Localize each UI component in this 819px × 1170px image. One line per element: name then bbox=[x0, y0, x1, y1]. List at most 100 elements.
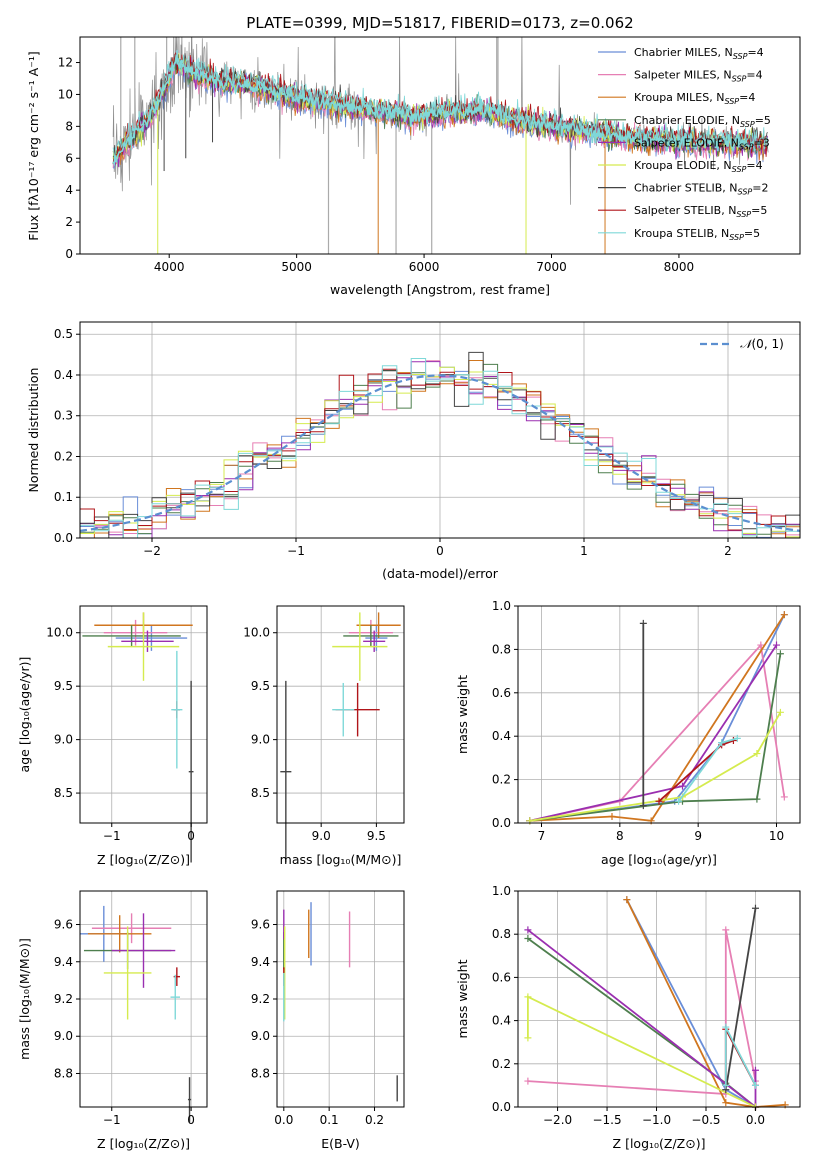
weight-vs-age-ytick-label: 0.2 bbox=[492, 773, 511, 787]
mass-weight-marker bbox=[718, 739, 726, 747]
legend-label-tail: =5 bbox=[751, 204, 767, 217]
weight-vs-age-xtick-label: 10 bbox=[769, 829, 784, 843]
legend-label-sub: SSP bbox=[724, 97, 739, 106]
legend-label-sub: SSP bbox=[739, 142, 754, 151]
legend-label: Kroupa MILES, NSSP=4 bbox=[634, 91, 755, 106]
legend-label-sub: SSP bbox=[733, 52, 748, 61]
legend-label-main: Chabrier MILES, N bbox=[634, 46, 733, 59]
age-vs-z-ytick-label: 10.0 bbox=[46, 626, 73, 640]
spectrum-xtick-label: 4000 bbox=[154, 260, 185, 274]
mass-vs-z-ytick-label: 9.6 bbox=[54, 918, 73, 932]
spectrum-ytick-label: 2 bbox=[65, 215, 73, 229]
weight-vs-z-ytick-label: 1.0 bbox=[492, 884, 511, 898]
weight-vs-z-ytick-label: 0.2 bbox=[492, 1057, 511, 1071]
weight-vs-z-ytick-label: 0.4 bbox=[492, 1014, 511, 1028]
legend-label-tail: =5 bbox=[744, 227, 760, 240]
weight-vs-z-ytick-label: 0.0 bbox=[492, 1100, 511, 1114]
age-vs-mass-xlabel: mass [log₁₀(M/M⊙)] bbox=[280, 852, 402, 867]
weight-vs-age-xtick-label: 8 bbox=[616, 829, 624, 843]
mass-vs-ebv-xtick-label: 0.1 bbox=[320, 1113, 339, 1127]
weight-vs-age-xlabel: age [log₁₀(age/yr)] bbox=[601, 852, 717, 867]
spectrum-lines bbox=[112, 37, 769, 254]
residuals-xtick-label: 0 bbox=[436, 544, 444, 558]
mass-weight-line bbox=[529, 653, 782, 822]
legend-label-sub: SSP bbox=[729, 233, 744, 242]
mass-weight-marker bbox=[524, 1077, 532, 1085]
weight-vs-age-ytick-label: 0.4 bbox=[492, 729, 511, 743]
mass-vs-ebv-ytick-label: 9.0 bbox=[251, 1029, 270, 1043]
age-vs-z-frame bbox=[79, 605, 208, 824]
mass-weight-marker bbox=[751, 904, 759, 912]
legend-label-main: Kroupa ELODIE, N bbox=[634, 159, 732, 172]
mass-weight-marker bbox=[722, 1099, 730, 1107]
gaussian-curve bbox=[79, 374, 801, 532]
residuals-ytick-label: 0.4 bbox=[54, 368, 73, 382]
gaussian-legend-rest: (0, 1) bbox=[752, 337, 784, 351]
mass-weight-marker bbox=[722, 1081, 730, 1089]
residuals-frame bbox=[79, 321, 801, 539]
weight-vs-z-ylabel: mass weight bbox=[455, 959, 470, 1038]
spectrum-ytick-label: 0 bbox=[65, 247, 73, 261]
legend-label-tail: =2 bbox=[752, 182, 768, 195]
mass-weight-marker bbox=[608, 812, 616, 820]
spectrum-ticks: 4000 5000 6000 7000 8000 0 2 4 6 8 10 12 bbox=[58, 56, 694, 274]
mass-vs-ebv-xlabel: E(B-V) bbox=[321, 1136, 360, 1151]
mass-weight-marker bbox=[655, 797, 663, 805]
legend-label-tail: =3 bbox=[754, 136, 770, 149]
residuals-xtick-label: −1 bbox=[287, 544, 305, 558]
age-vs-mass-xtick-label: 9.5 bbox=[367, 829, 386, 843]
mass-weight-marker bbox=[776, 708, 784, 716]
weight-vs-age-panel: 7 8 9 10 0.0 0.2 0.4 0.6 0.8 1.0 age [log₁₀(age/yr… bbox=[455, 599, 801, 867]
legend-label-main: Chabrier ELODIE, N bbox=[634, 114, 740, 127]
legend-label-sub: SSP bbox=[732, 75, 747, 84]
mass-weight-marker bbox=[751, 1066, 759, 1074]
legend-label-main: Chabrier STELIB, N bbox=[634, 182, 738, 195]
mass-weight-line bbox=[527, 929, 757, 1095]
mass-weight-line bbox=[529, 711, 782, 822]
weight-vs-age-xtick-label: 7 bbox=[538, 829, 546, 843]
legend-label: Kroupa ELODIE, NSSP=4 bbox=[634, 159, 763, 174]
legend-label: Chabrier ELODIE, NSSP=5 bbox=[634, 114, 771, 129]
weight-vs-z-frame bbox=[517, 890, 801, 1108]
age-vs-mass-ytick-label: 9.5 bbox=[251, 679, 270, 693]
mass-vs-z-xtick-label: 0 bbox=[187, 1113, 195, 1127]
age-vs-z-xtick-label: 0 bbox=[187, 829, 195, 843]
age-vs-z-xlabel: Z [log₁₀(Z/Z⊙)] bbox=[97, 852, 190, 867]
weight-vs-z-ytick-label: 0.8 bbox=[492, 927, 511, 941]
weight-vs-z-xlabel: Z [log₁₀(Z/Z⊙)] bbox=[613, 1136, 706, 1151]
mass-vs-ebv-panel: 0.0 0.1 0.2 8.8 9.0 9.2 9.4 9.6 E(B-V) bbox=[251, 890, 405, 1151]
mass-vs-ebv-ytick-label: 9.6 bbox=[251, 918, 270, 932]
legend-label-main: Salpeter MILES, N bbox=[634, 69, 732, 82]
mass-weight-marker bbox=[780, 793, 788, 801]
residuals-ylabel: Normed distribution bbox=[26, 368, 41, 493]
legend-label-main: Salpeter ELODIE, N bbox=[634, 136, 739, 149]
age-vs-mass-ytick-label: 10.0 bbox=[243, 626, 270, 640]
spectrum-ytick-label: 4 bbox=[65, 183, 73, 197]
weight-vs-age-ytick-label: 0.8 bbox=[492, 642, 511, 656]
legend-label: Chabrier MILES, NSSP=4 bbox=[634, 46, 764, 61]
legend-label-main: Kroupa STELIB, N bbox=[634, 227, 729, 240]
weight-vs-z-xtick-label: −1.5 bbox=[592, 1113, 621, 1127]
mass-weight-marker bbox=[722, 926, 730, 934]
mass-vs-ebv-xtick-label: 0.2 bbox=[365, 1113, 384, 1127]
legend-label-tail: =4 bbox=[746, 69, 762, 82]
weight-vs-z-xtick-label: −1.0 bbox=[642, 1113, 671, 1127]
spectrum-xtick-label: 6000 bbox=[409, 260, 440, 274]
age-vs-z-xtick-label: −1 bbox=[103, 829, 121, 843]
residuals-ytick-label: 0.2 bbox=[54, 449, 73, 463]
legend-label: Chabrier STELIB, NSSP=2 bbox=[634, 182, 768, 197]
weight-vs-z-ytick-label: 0.6 bbox=[492, 970, 511, 984]
age-vs-z-ytick-label: 9.0 bbox=[54, 733, 73, 747]
legend-label-tail: =4 bbox=[746, 159, 762, 172]
mass-vs-ebv-ytick-label: 9.4 bbox=[251, 955, 270, 969]
spectrum-ylabel: Flux [fλ10⁻¹⁷ erg cm⁻² s⁻¹ A⁻¹] bbox=[26, 51, 41, 240]
legend-label-main: Kroupa MILES, N bbox=[634, 91, 724, 104]
mass-weight-marker bbox=[524, 935, 532, 943]
spectrum-frame bbox=[79, 36, 801, 255]
spectrum-xtick-label: 5000 bbox=[281, 260, 312, 274]
mass-vs-ebv-ytick-label: 9.2 bbox=[251, 992, 270, 1006]
weight-vs-age-frame bbox=[517, 605, 801, 824]
mass-vs-z-xlabel: Z [log₁₀(Z/Z⊙)] bbox=[97, 1136, 190, 1151]
legend-label-tail: =4 bbox=[747, 46, 763, 59]
